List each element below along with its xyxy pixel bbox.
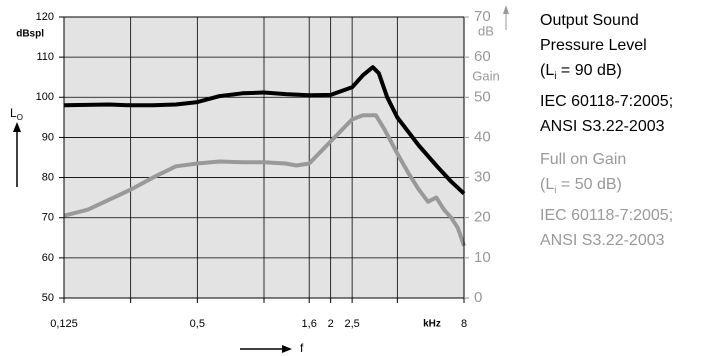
- y2-tick-label: 60: [474, 48, 491, 65]
- series-line: [63, 113, 466, 247]
- y2-tick-label: 40: [474, 128, 491, 145]
- x-tick-label: 0,125: [50, 318, 78, 330]
- series-line: [63, 65, 466, 196]
- y-tick-label: 90: [42, 131, 54, 143]
- y-tick-label: 50: [42, 292, 54, 304]
- y2-tick-label: 20: [474, 209, 491, 226]
- y2-tick-label: 0: [474, 289, 482, 306]
- condition-text: = 90 dB): [556, 62, 622, 79]
- legend-line: ANSI S3.22-2003: [540, 232, 665, 250]
- y-tick-label: 120: [36, 11, 54, 23]
- lines: [63, 65, 466, 247]
- y2-tick-label: 50: [474, 88, 491, 105]
- condition-sub: i: [554, 185, 557, 197]
- y-tick-label: 100: [36, 91, 54, 103]
- x-unit: kHz: [423, 319, 441, 330]
- legend-line: ANSI S3.22-2003: [540, 118, 665, 136]
- condition-text: (L: [540, 176, 555, 194]
- legend-condition: (Li = 50 dB): [540, 172, 710, 203]
- y-arrow-head: [13, 122, 21, 132]
- y2-tick-label: 70: [474, 8, 491, 25]
- legend: Output Sound Pressure Level (Li = 90 dB) I…: [540, 8, 710, 261]
- legend-name: Full on Gain: [540, 151, 627, 169]
- x-tick-label: 2,5: [344, 318, 359, 330]
- y-label: LO: [10, 106, 23, 122]
- y-tick-label: 60: [42, 252, 54, 264]
- y2-unit: dB: [478, 23, 494, 38]
- legend-entry: Full on Gain (Li = 50 dB) IEC 60118-7:2005…: [540, 147, 710, 253]
- legend-line: IEC 60118-7:2005;: [540, 207, 674, 225]
- legend-condition: (Li = 90 dB): [540, 58, 710, 89]
- x-tick-label: 0,5: [190, 318, 205, 330]
- y-tick-label: 70: [42, 212, 54, 224]
- legend-line: IEC 60118-7:2005;: [540, 93, 674, 111]
- y2-tick-label: 10: [474, 249, 491, 266]
- y2-label: Gain: [472, 68, 499, 83]
- x-tick-label: 8: [461, 318, 467, 330]
- legend-name: Output Sound Pressure Level: [540, 12, 647, 54]
- legend-entry: Output Sound Pressure Level (Li = 90 dB) I…: [540, 8, 710, 139]
- x-tick-label: 1,6: [302, 318, 317, 330]
- y2-tick-label: 30: [474, 169, 491, 186]
- y2-arrow-head: [503, 5, 509, 14]
- condition-text: (L: [540, 62, 555, 79]
- x-tick-label: 2: [328, 318, 334, 330]
- y-tick-label: 80: [42, 171, 54, 183]
- x-label: f: [300, 341, 304, 355]
- condition-sub: i: [554, 71, 557, 83]
- y-unit: dBspl: [16, 29, 44, 40]
- condition-text: = 50 dB): [556, 176, 622, 194]
- chart: dBspl LO dB Gain kHz f 50607080901001101…: [10, 5, 509, 355]
- x-arrow-head: [282, 345, 292, 353]
- y-tick-label: 110: [36, 51, 54, 63]
